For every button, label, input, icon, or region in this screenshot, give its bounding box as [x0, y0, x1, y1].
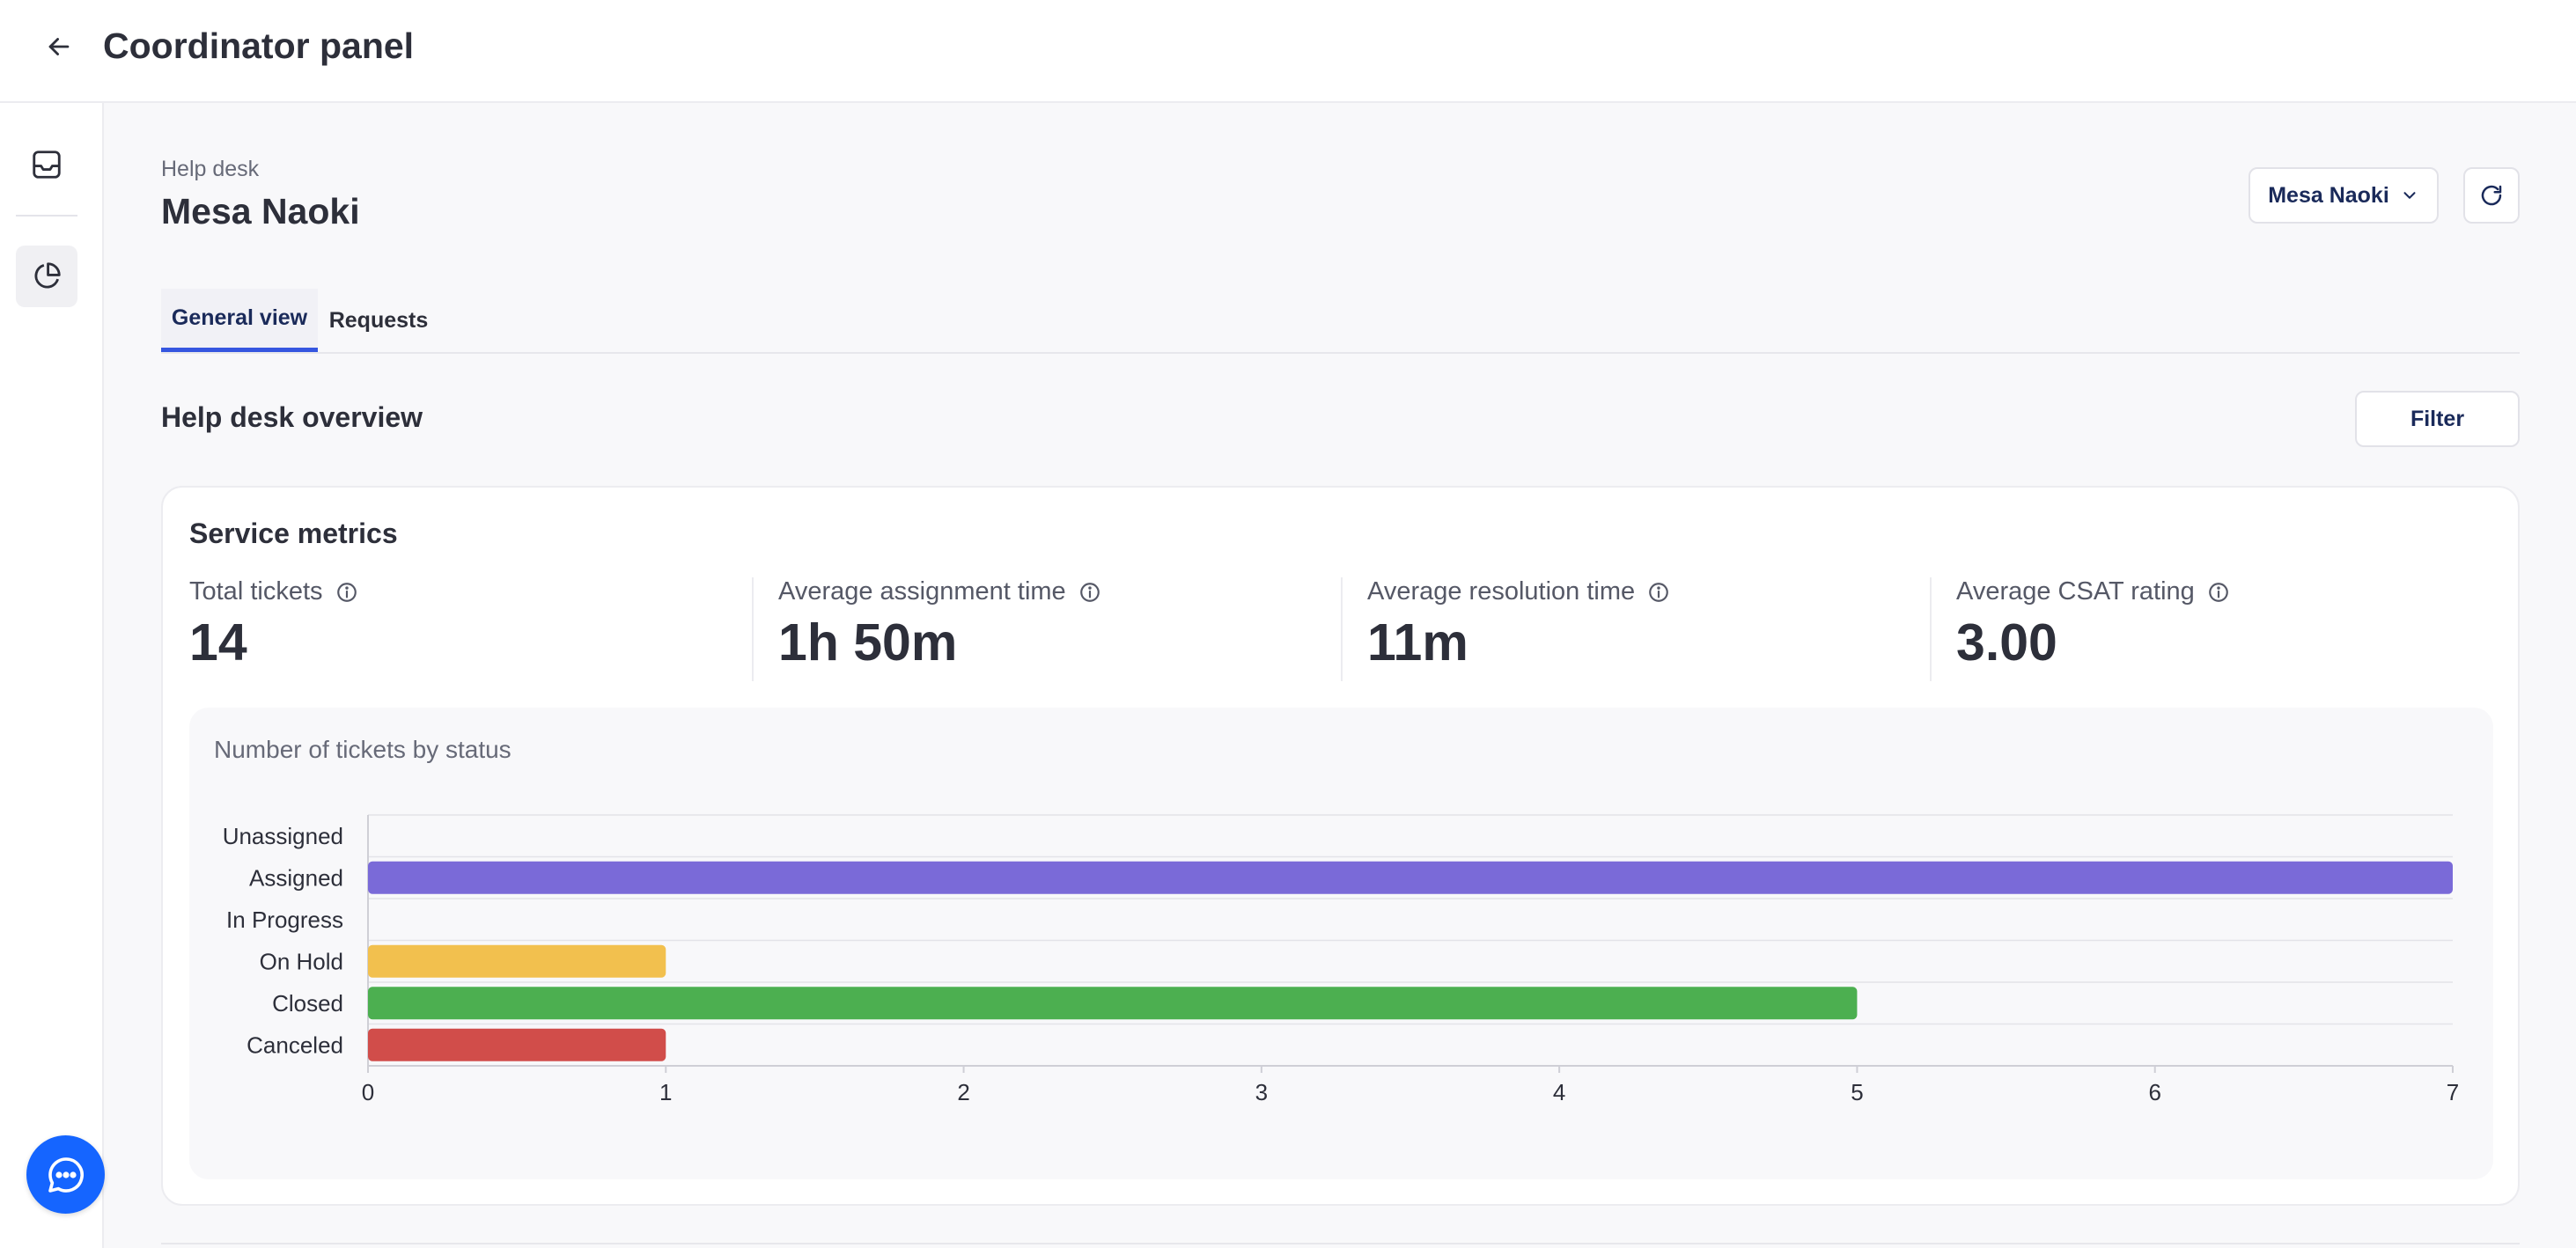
chat-bubble-icon: [48, 1156, 84, 1193]
tab-general-view[interactable]: General view: [161, 289, 318, 352]
refresh-icon: [2481, 185, 2502, 206]
metric-average-resolution-time: Average resolution time 11m: [1367, 577, 1670, 683]
metric-value: 14: [189, 613, 247, 672]
info-icon[interactable]: [335, 581, 358, 604]
tickets-by-status-chart: Number of tickets by status Unassigned As…: [189, 708, 2493, 1179]
page-title: Mesa Naoki: [161, 191, 360, 231]
sidebar-divider: [16, 215, 77, 217]
tab-bar: General view Requests: [161, 289, 2520, 354]
category-label: Closed: [272, 990, 343, 1017]
info-icon[interactable]: [1647, 581, 1670, 604]
chevron-down-icon: [2403, 192, 2416, 199]
breadcrumb: Help desk: [161, 157, 260, 181]
x-tick-label: 1: [659, 1079, 672, 1105]
refresh-button[interactable]: [2463, 167, 2520, 224]
app-title: Coordinator panel: [103, 26, 415, 66]
info-icon[interactable]: [2207, 581, 2230, 604]
tab-requests[interactable]: Requests: [328, 307, 429, 333]
metric-total-tickets: Total tickets 14: [189, 577, 358, 683]
pie-chart-icon: [34, 262, 61, 289]
arrow-left-icon: [48, 38, 70, 55]
bar-chart: Unassigned Assigned In Progress On Hold Clos…: [223, 814, 2459, 1105]
metric-average-csat-rating: Average CSAT rating 3.00: [1956, 577, 2230, 683]
x-tick-label: 7: [2447, 1079, 2459, 1105]
x-tick-label: 2: [957, 1079, 969, 1105]
bar-on-hold[interactable]: [368, 944, 666, 978]
x-tick-label: 4: [1553, 1079, 1565, 1105]
metric-average-assignment-time: Average assignment time 1h 50m: [778, 577, 1101, 683]
service-metrics-card: Service metrics Total tickets 14 Average…: [161, 486, 2520, 1206]
top-bar: Coordinator panel: [0, 0, 2576, 103]
chart-title: Number of tickets by status: [214, 736, 512, 763]
category-label: Assigned: [249, 864, 343, 891]
sidebar: [0, 103, 104, 1248]
metric-divider: [752, 577, 754, 681]
metric-value: 1h 50m: [778, 613, 958, 672]
bar-closed[interactable]: [368, 987, 1858, 1020]
category-label: Canceled: [247, 1031, 343, 1058]
user-select-value: Mesa Naoki: [2268, 182, 2389, 208]
sidebar-item-inbox[interactable]: [16, 134, 77, 195]
category-label: On Hold: [260, 948, 343, 974]
category-label: In Progress: [226, 907, 343, 933]
info-icon[interactable]: [1078, 581, 1101, 604]
section-title: Help desk overview: [161, 401, 423, 433]
metric-divider: [1341, 577, 1343, 681]
inbox-icon: [33, 150, 61, 179]
card-title: Service metrics: [189, 518, 398, 549]
metric-label: Total tickets: [189, 577, 323, 606]
bar-canceled[interactable]: [368, 1028, 666, 1061]
category-label: Unassigned: [223, 823, 343, 849]
bar-assigned[interactable]: [368, 861, 2453, 894]
x-tick-label: 5: [1851, 1079, 1863, 1105]
metric-divider: [1930, 577, 1932, 681]
back-button[interactable]: [39, 26, 79, 67]
filter-button[interactable]: Filter: [2355, 391, 2520, 447]
metric-value: 3.00: [1956, 613, 2057, 672]
x-tick-label: 6: [2148, 1079, 2160, 1105]
metric-label: Average assignment time: [778, 577, 1066, 606]
x-tick-label: 0: [362, 1079, 374, 1105]
metric-label: Average resolution time: [1367, 577, 1636, 606]
user-select-dropdown[interactable]: Mesa Naoki: [2248, 167, 2439, 224]
metric-label: Average CSAT rating: [1956, 577, 2195, 606]
x-tick-label: 3: [1255, 1079, 1268, 1105]
bottom-divider: [161, 1243, 2520, 1244]
chat-button[interactable]: [26, 1135, 105, 1214]
sidebar-item-analytics[interactable]: [16, 246, 77, 307]
metric-value: 11m: [1367, 613, 1468, 672]
